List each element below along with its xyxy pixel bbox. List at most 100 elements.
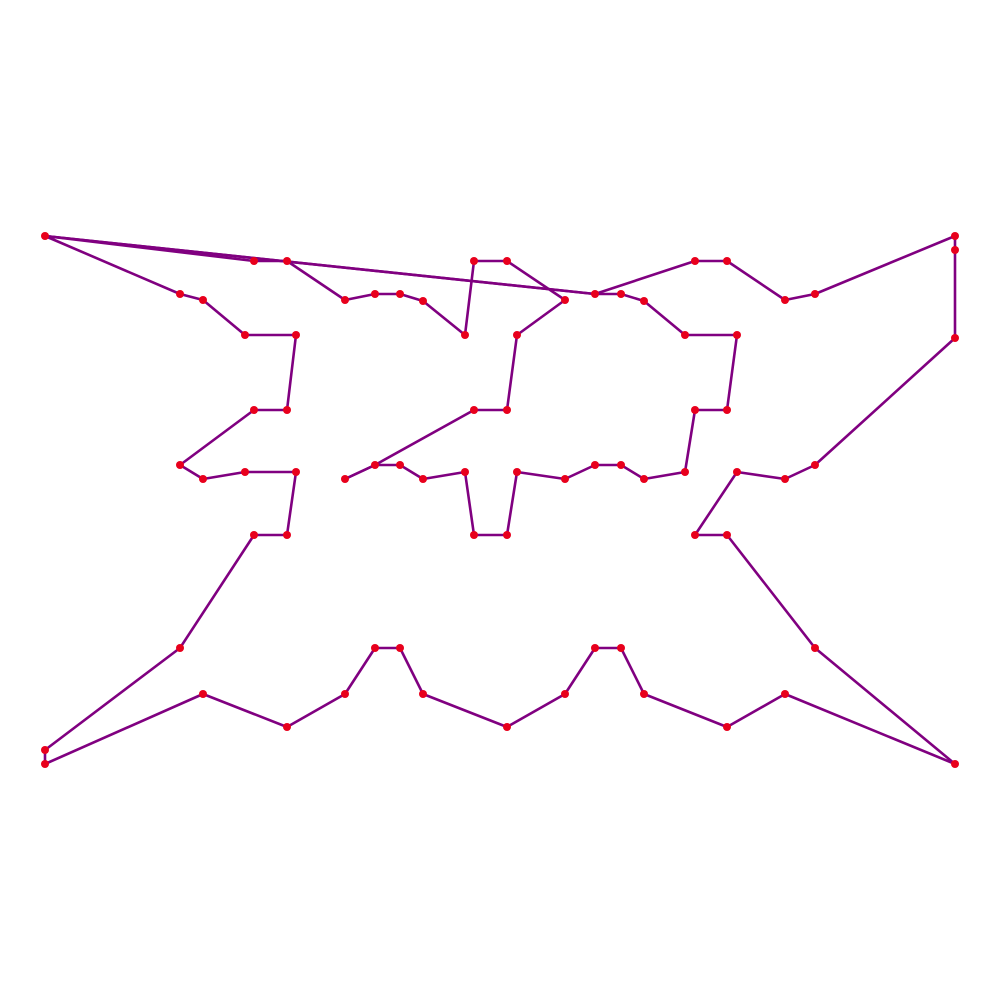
edge	[725, 259, 787, 302]
edge	[642, 299, 687, 337]
edge	[693, 470, 739, 537]
vertex	[723, 723, 731, 731]
vertex	[396, 461, 404, 469]
edge	[285, 259, 347, 302]
vertex	[41, 760, 49, 768]
vertex	[371, 461, 379, 469]
vertex	[591, 644, 599, 652]
edge	[515, 298, 567, 337]
edge	[398, 646, 425, 696]
vertex	[591, 461, 599, 469]
edge	[398, 292, 425, 303]
vertex	[561, 690, 569, 698]
vertex	[199, 475, 207, 483]
vertex	[723, 257, 731, 265]
vertex	[341, 475, 349, 483]
edge	[813, 646, 957, 766]
vertex	[341, 296, 349, 304]
vertex	[292, 468, 300, 476]
edge	[563, 463, 597, 481]
edge	[421, 692, 509, 729]
edge	[201, 692, 289, 729]
vertex	[733, 331, 741, 339]
vertex	[396, 644, 404, 652]
edge	[619, 292, 646, 303]
vertex	[503, 723, 511, 731]
edge	[619, 646, 646, 696]
vertex	[250, 406, 258, 414]
vertex	[951, 246, 959, 254]
edge	[813, 234, 957, 296]
vertex	[617, 461, 625, 469]
edge	[725, 692, 787, 729]
vertex	[283, 406, 291, 414]
edge	[505, 333, 519, 412]
vertex	[41, 232, 49, 240]
vertex	[176, 290, 184, 298]
vertex	[241, 331, 249, 339]
vertex	[419, 475, 427, 483]
vertex	[617, 290, 625, 298]
vertex	[41, 746, 49, 754]
edge	[43, 234, 597, 296]
edge	[725, 533, 817, 650]
vertex	[591, 290, 599, 298]
vertex	[733, 468, 741, 476]
edge	[725, 333, 739, 412]
vertex	[199, 690, 207, 698]
vertex	[292, 331, 300, 339]
vertex	[640, 297, 648, 305]
vertex	[691, 531, 699, 539]
vertex	[250, 531, 258, 539]
edge	[783, 292, 817, 302]
vertex-layer	[41, 232, 959, 768]
edge	[463, 470, 476, 537]
edge	[285, 692, 347, 729]
vertex	[640, 475, 648, 483]
vertex	[461, 331, 469, 339]
vertex	[781, 475, 789, 483]
vertex	[640, 690, 648, 698]
vertex	[811, 290, 819, 298]
vertex	[461, 468, 469, 476]
edge	[343, 292, 377, 302]
vertex	[691, 406, 699, 414]
edge	[201, 470, 247, 481]
vertex	[470, 531, 478, 539]
edge	[178, 408, 256, 467]
vertex	[503, 406, 511, 414]
vertex	[951, 232, 959, 240]
edge	[505, 259, 567, 302]
edge	[373, 408, 476, 467]
vertex	[371, 290, 379, 298]
vertex	[951, 334, 959, 342]
vertex	[396, 290, 404, 298]
edge	[642, 692, 729, 729]
vertex	[723, 406, 731, 414]
edge	[813, 336, 957, 467]
vertex	[561, 475, 569, 483]
vertex	[470, 406, 478, 414]
edge	[463, 259, 476, 337]
vertex	[341, 690, 349, 698]
vertex	[470, 257, 478, 265]
edge	[398, 463, 425, 481]
edge	[285, 333, 298, 412]
edge	[642, 470, 687, 481]
vertex	[723, 531, 731, 539]
vertex	[681, 468, 689, 476]
vertex	[419, 690, 427, 698]
edge	[683, 408, 697, 474]
vertex	[283, 723, 291, 731]
edge	[178, 533, 256, 650]
vertex	[781, 296, 789, 304]
vertex	[617, 644, 625, 652]
edge	[593, 259, 697, 296]
vertex	[250, 257, 258, 265]
vertex	[419, 297, 427, 305]
vertex	[561, 296, 569, 304]
edge	[783, 692, 957, 766]
edge	[515, 470, 567, 481]
edge	[505, 470, 519, 537]
edge	[178, 463, 205, 481]
